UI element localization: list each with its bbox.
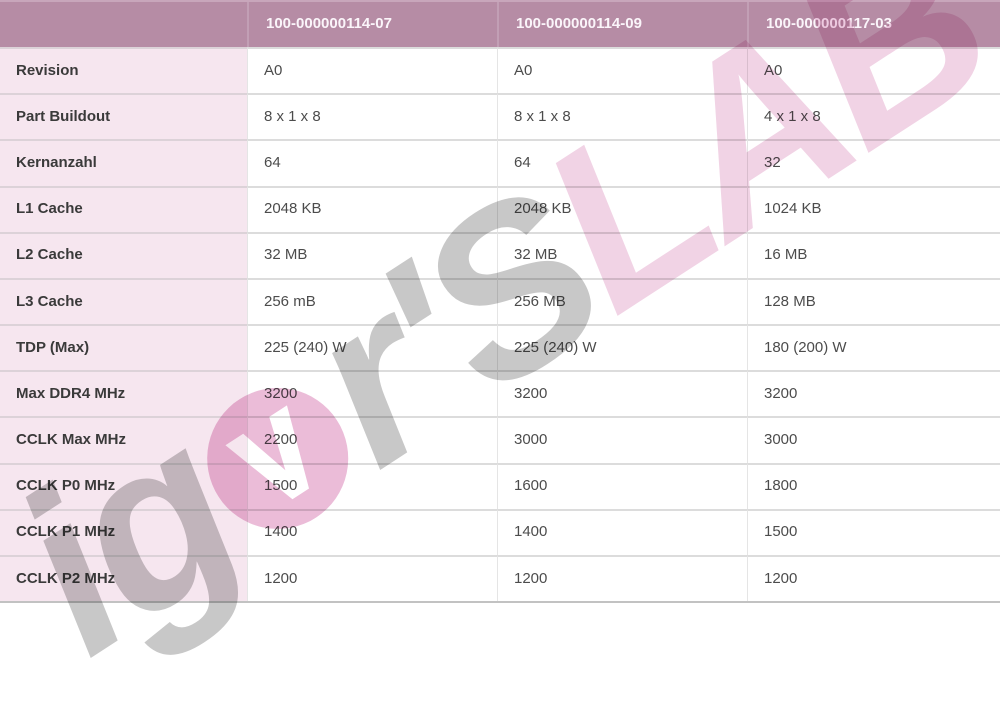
row-label: L3 Cache [0,277,247,324]
row-label: CCLK P1 MHz [0,508,247,555]
table-cell: 2048 KB [247,185,497,232]
table-cell: 1500 [247,462,497,509]
table-cell: 8 x 1 x 8 [497,93,747,140]
table-cell: 256 MB [497,277,747,324]
row-label: L2 Cache [0,231,247,278]
row-label: Part Buildout [0,93,247,140]
column-header: 100-000000114-07 [247,2,497,47]
table-cell: 1024 KB [747,185,1000,232]
table-cell: 3200 [247,370,497,417]
table-cell: 1200 [247,554,497,601]
table-cell: 64 [497,139,747,186]
table-cell: 1200 [497,554,747,601]
table-cell: 64 [247,139,497,186]
table-cell: 225 (240) W [247,324,497,371]
table-cell: 32 MB [247,231,497,278]
table-cell: 3000 [747,416,1000,463]
table-cell: 256 mB [247,277,497,324]
row-label: CCLK P2 MHz [0,554,247,601]
table-cell: 180 (200) W [747,324,1000,371]
table-cell: 3200 [497,370,747,417]
column-header: 100-000000117-03 [747,2,1000,47]
table-cell: 4 x 1 x 8 [747,93,1000,140]
spec-table: 100-000000114-07 100-000000114-09 100-0000… [0,0,1000,603]
table-cell: 3200 [747,370,1000,417]
row-label: CCLK P0 MHz [0,462,247,509]
table-cell: 128 MB [747,277,1000,324]
table-cell: 8 x 1 x 8 [247,93,497,140]
row-label: Revision [0,47,247,94]
table-cell: 1400 [497,508,747,555]
row-label: Max DDR4 MHz [0,370,247,417]
table-cell: A0 [747,47,1000,94]
table-cell: 1800 [747,462,1000,509]
table-cell: 16 MB [747,231,1000,278]
table-cell: 225 (240) W [497,324,747,371]
table-corner-cell [0,2,247,47]
table-cell: 32 MB [497,231,747,278]
row-label: TDP (Max) [0,324,247,371]
table-cell: 1600 [497,462,747,509]
column-header: 100-000000114-09 [497,2,747,47]
table-cell: 32 [747,139,1000,186]
table-cell: 1200 [747,554,1000,601]
table-cell: A0 [497,47,747,94]
table-cell: 3000 [497,416,747,463]
row-label: Kernanzahl [0,139,247,186]
table-cell: 2200 [247,416,497,463]
table-cell: 1500 [747,508,1000,555]
row-label: CCLK Max MHz [0,416,247,463]
table-cell: 1400 [247,508,497,555]
table-cell: 2048 KB [497,185,747,232]
table-cell: A0 [247,47,497,94]
row-label: L1 Cache [0,185,247,232]
